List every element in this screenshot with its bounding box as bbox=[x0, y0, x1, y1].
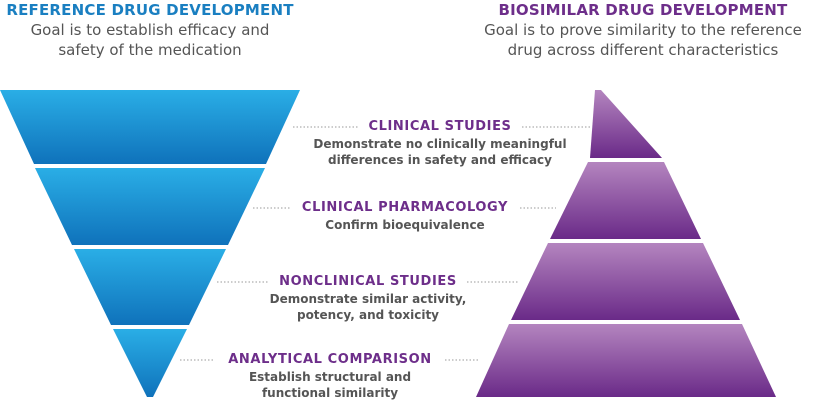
stage-desc-1: Establish structural and bbox=[248, 370, 412, 384]
stage-title: ANALYTICAL COMPARISON bbox=[228, 352, 432, 367]
stage-analytical-comparison: ANALYTICAL COMPARISON Establish structur… bbox=[228, 351, 431, 400]
stage-desc-1: Demonstrate no clinically meaningful bbox=[313, 137, 567, 151]
pyramid-band-nonclinical bbox=[511, 243, 740, 320]
biosimilar-header: BIOSIMILAR DRUG DEVELOPMENT Goal is to p… bbox=[462, 0, 816, 60]
stage-desc-2: differences in safety and efficacy bbox=[328, 153, 552, 167]
stage-desc-1: Demonstrate similar activity, bbox=[269, 292, 467, 306]
stage-title: CLINICAL PHARMACOLOGY bbox=[301, 200, 509, 215]
reference-title: REFERENCE DRUG DEVELOPMENT bbox=[6, 1, 294, 19]
funnel-band-clinical bbox=[0, 90, 300, 164]
reference-subtitle-1: Goal is to establish efficacy and bbox=[30, 21, 270, 39]
stage-clinical-pharmacology: CLINICAL PHARMACOLOGY Confirm bioequival… bbox=[302, 199, 508, 233]
stage-desc-1: Confirm bioequivalence bbox=[325, 218, 485, 232]
biosimilar-title: BIOSIMILAR DRUG DEVELOPMENT bbox=[498, 1, 788, 19]
pyramid-band-analytical bbox=[476, 324, 776, 397]
pyramid-band-clinical bbox=[590, 90, 662, 158]
funnel-band-nonclinical bbox=[74, 249, 226, 325]
stage-desc-2: potency, and toxicity bbox=[296, 308, 440, 322]
stage-title: NONCLINICAL STUDIES bbox=[279, 274, 457, 289]
reference-header: REFERENCE DRUG DEVELOPMENT Goal is to es… bbox=[0, 0, 300, 60]
stage-nonclinical-studies: NONCLINICAL STUDIES Demonstrate similar … bbox=[270, 273, 467, 323]
biosimilar-pyramid bbox=[476, 90, 776, 397]
stage-desc-2: functional similarity bbox=[261, 386, 399, 400]
reference-funnel bbox=[0, 90, 300, 397]
biosimilar-subtitle-1: Goal is to prove similarity to the refer… bbox=[484, 21, 802, 39]
funnel-band-analytical bbox=[113, 329, 187, 397]
biosimilar-subtitle-2: drug across different characteristics bbox=[507, 41, 779, 59]
pyramid-band-pharmacology bbox=[550, 162, 701, 239]
funnel-band-pharmacology bbox=[35, 168, 265, 245]
stage-title: CLINICAL STUDIES bbox=[368, 119, 512, 134]
stage-clinical-studies: CLINICAL STUDIES Demonstrate no clinical… bbox=[313, 118, 566, 168]
reference-subtitle-2: safety of the medication bbox=[58, 41, 242, 59]
connector-lines bbox=[180, 126, 592, 361]
